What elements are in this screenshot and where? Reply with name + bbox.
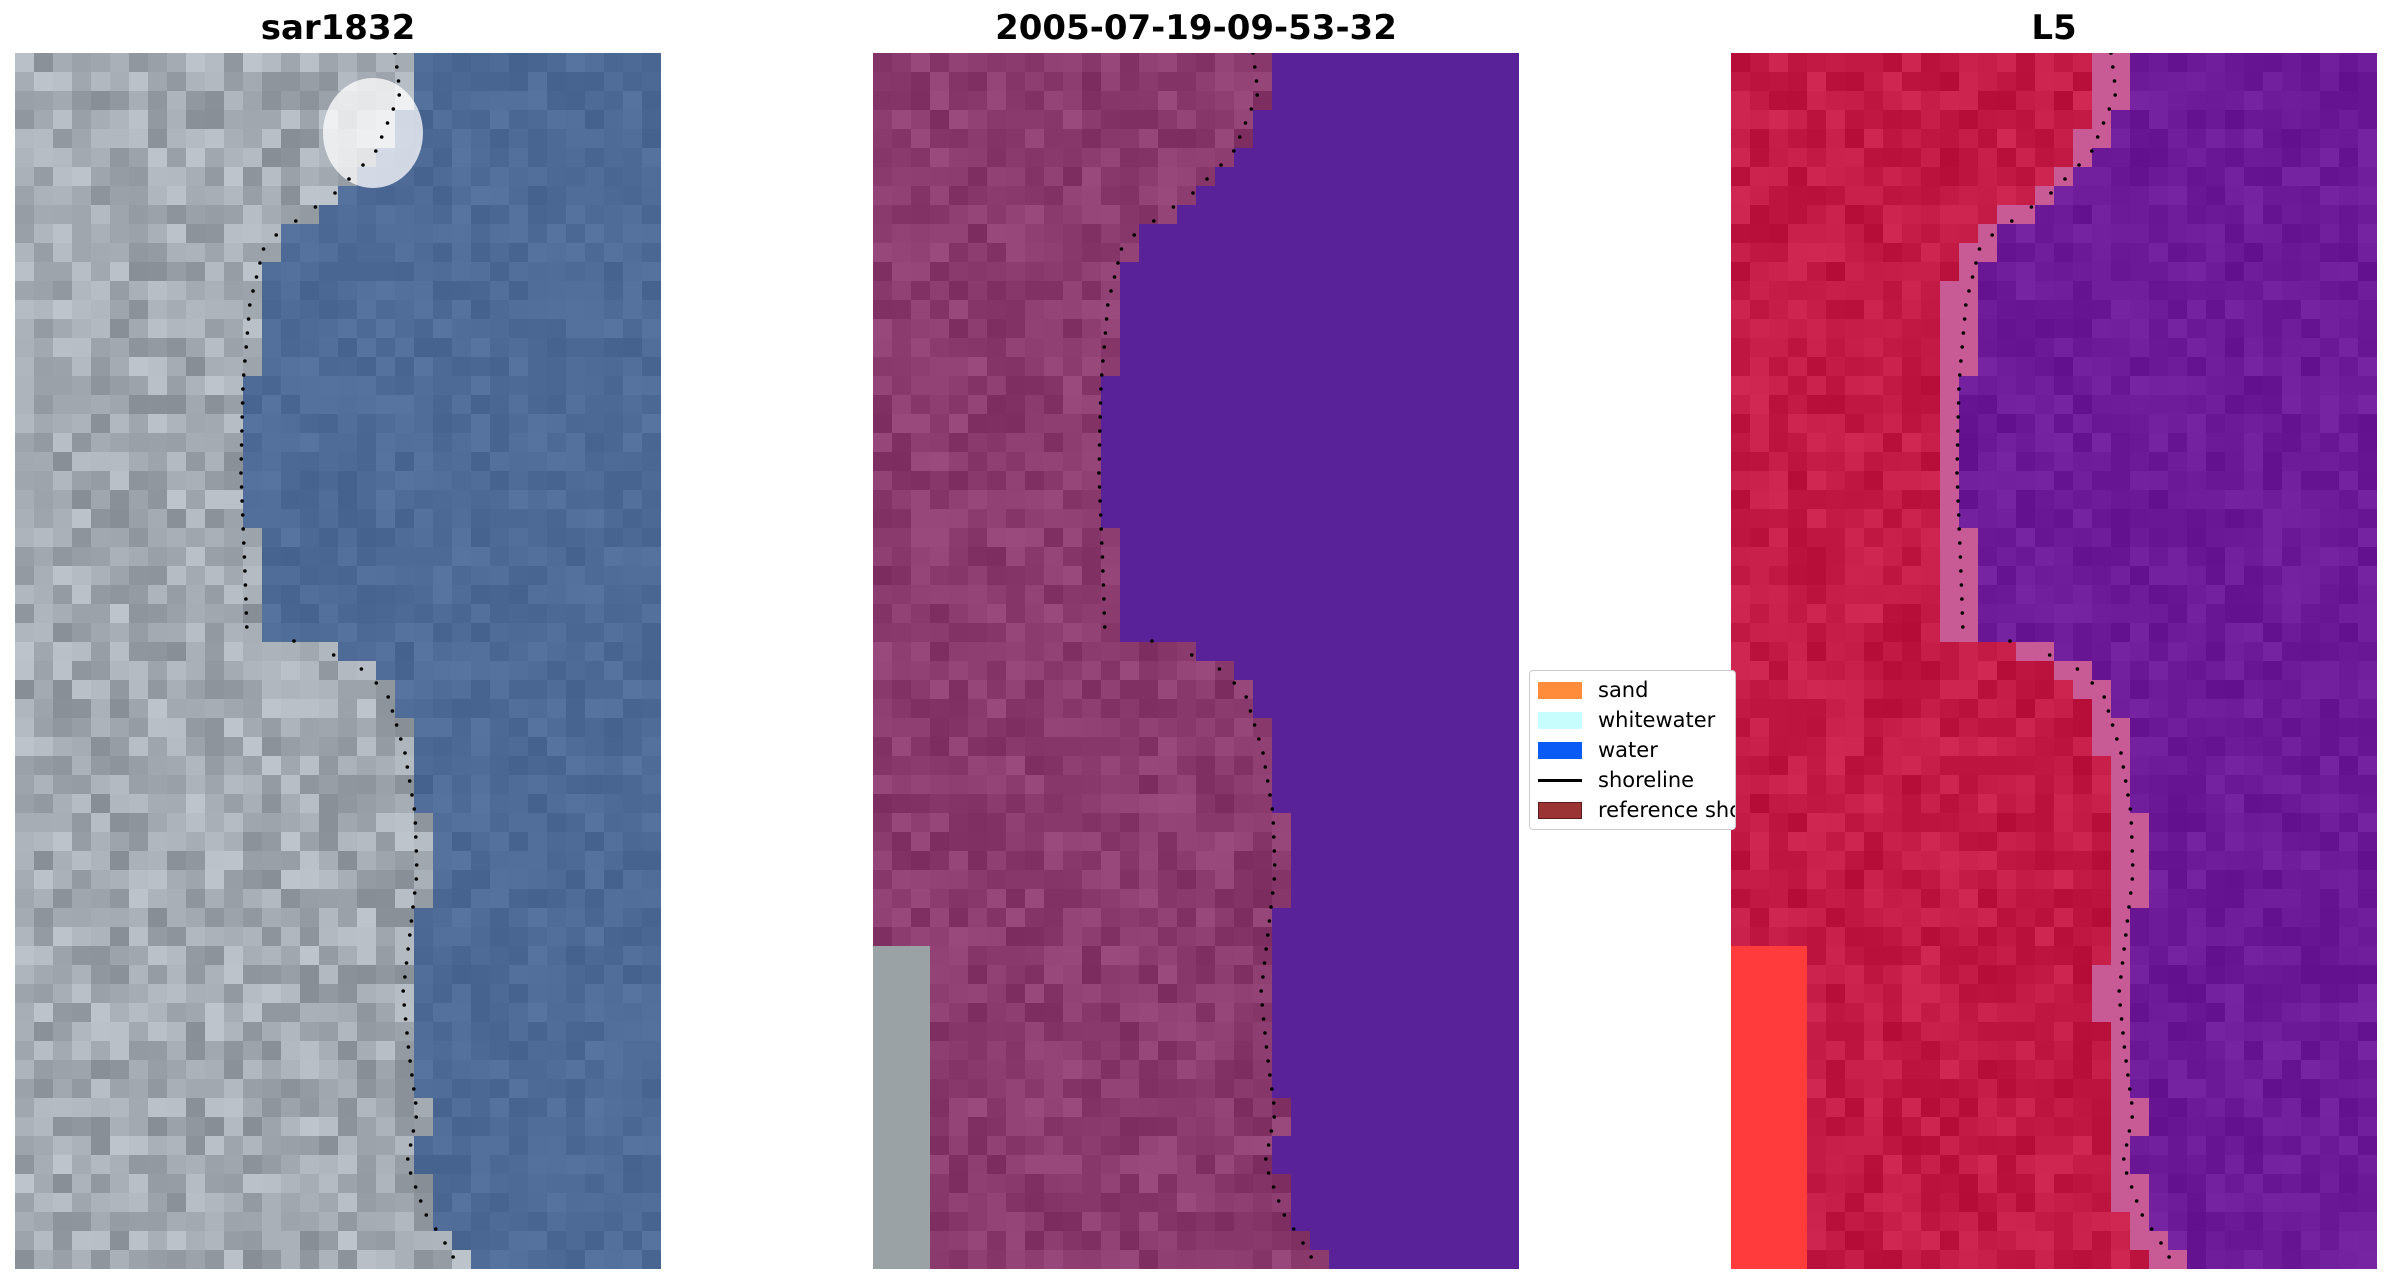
index-image <box>1731 53 2377 1269</box>
panel-title: sar1832 <box>260 8 416 48</box>
shoreline-dots <box>1955 53 2171 1259</box>
whitewater-swatch <box>1538 711 1582 729</box>
pixel-grid <box>1731 53 2377 1269</box>
panel-title: 2005-07-19-09-53-32 <box>995 8 1397 48</box>
legend-item-water: water <box>1538 735 1658 765</box>
legend-item-sand: sand <box>1538 675 1648 705</box>
bright-spot <box>323 78 423 188</box>
legend-label: reference shoreline <box>1598 798 1735 822</box>
legend-item-reference-shoreline: reference shoreline <box>1538 795 1735 825</box>
panel-title: L5 <box>2031 8 2077 48</box>
legend-item-whitewater: whitewater <box>1538 705 1715 735</box>
classified-image <box>873 53 1519 1269</box>
pixel-grid <box>15 53 661 1269</box>
pixel-grid <box>873 53 1519 1269</box>
rgb-image <box>15 53 661 1269</box>
legend-label: sand <box>1598 678 1649 702</box>
sand-swatch <box>1538 681 1582 699</box>
water-swatch <box>1538 741 1582 759</box>
legend-label: shoreline <box>1598 768 1695 792</box>
legend-label: water <box>1598 738 1658 762</box>
legend-label: whitewater <box>1598 708 1716 732</box>
shoreline-line <box>1538 778 1582 782</box>
legend: sand whitewater water shoreline referenc… <box>1529 670 1736 830</box>
shoreline-dots <box>1097 53 1313 1259</box>
legend-item-shoreline: shoreline <box>1538 765 1694 795</box>
shoreline-dots <box>239 53 455 1259</box>
reference-shoreline-swatch <box>1538 801 1582 819</box>
